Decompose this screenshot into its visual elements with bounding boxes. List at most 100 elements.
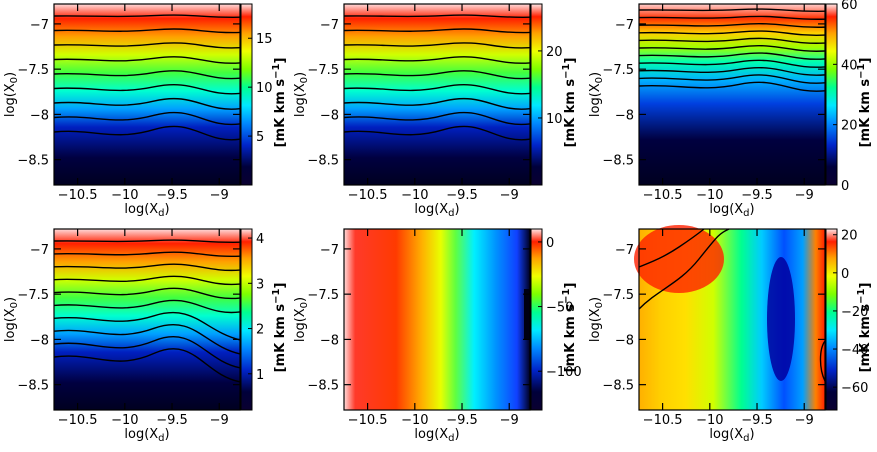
colorbar: [530, 228, 543, 411]
y-tick-label: −8: [615, 333, 634, 348]
x-tick-label: −10: [111, 413, 138, 428]
contour-line: [343, 70, 531, 80]
contour-line: [343, 97, 531, 110]
colorbar-tick-label: 10: [256, 81, 273, 96]
y-tick-label: −7: [30, 243, 49, 258]
x-tick-label: −10: [696, 188, 723, 203]
contour-line: [343, 83, 531, 95]
contour-line: [638, 23, 826, 28]
plot-frame: [53, 228, 241, 411]
y-axis-label: log(X0): [293, 72, 310, 117]
heatmap-field: [344, 4, 530, 185]
x-tick-label: −10: [401, 413, 428, 428]
y-tick-label: −8: [30, 333, 49, 348]
colorbar-label: [mK km s−1]: [271, 283, 288, 373]
contour-lines: [53, 14, 241, 141]
panel-bottom-right: −10.5 −10 −9.5 −9 −7 −7.5 −8 −8.5 log(Xd) log(X0)…: [588, 225, 873, 444]
plot-frame: [638, 228, 826, 411]
contour-line: [53, 14, 241, 18]
colorbar-tick-label: 20: [841, 229, 858, 244]
x-tick-label: −9.5: [446, 413, 478, 428]
contour-line: [638, 37, 826, 44]
colorbar-tick-label: 10: [546, 112, 563, 127]
colorbar-label: [mK km s−1]: [561, 58, 578, 148]
heatmap-field: [639, 4, 825, 185]
y-tick-label: −8.5: [17, 379, 49, 394]
y-tick-label: −8.5: [307, 379, 339, 394]
contour-line: [638, 228, 730, 310]
panel-top-right: −10.5 −10 −9.5 −9 −7 −7.5 −8 −8.5 log(Xd) log(X0)…: [588, 0, 873, 219]
colorbar-tick-label: 15: [256, 32, 273, 47]
y-tick-label: −8: [615, 108, 634, 123]
y-tick-label: −8: [320, 108, 339, 123]
contour-line: [53, 299, 241, 314]
y-tick-label: −8.5: [602, 379, 634, 394]
colorbar-tick-label: 20: [546, 45, 563, 60]
contour-lines: [638, 228, 826, 382]
contour-line: [638, 59, 826, 68]
plot-frame: [343, 228, 531, 411]
colorbar-tick-label: −20: [841, 305, 868, 320]
x-tick-label: −9.5: [741, 188, 773, 203]
y-axis-label: log(X0): [293, 297, 310, 342]
x-tick-label: −9.5: [741, 413, 773, 428]
x-axis-label: log(Xd): [414, 202, 459, 219]
colorbar-tick-label: −40: [841, 343, 868, 358]
contour-line: [53, 125, 241, 141]
contour-line: [638, 15, 826, 20]
y-axis-label: log(X0): [3, 72, 20, 117]
y-tick-label: −8: [320, 333, 339, 348]
x-tick-label: −10.5: [643, 413, 683, 428]
colorbar-tick-label: 0: [841, 267, 849, 282]
x-tick-label: −9: [795, 188, 814, 203]
contour-line: [53, 111, 241, 126]
colorbar-tick-label: 4: [256, 232, 264, 247]
panel-top-left: −10.5 −10 −9.5 −9 −7 −7.5 −8 −8.5 log(Xd) log(X0)…: [3, 3, 288, 219]
contour-line: [53, 239, 241, 243]
panel-bottom-middle: −10.5 −10 −9.5 −9 −7 −7.5 −8 −8.5 log(Xd) log(X0)…: [293, 228, 582, 444]
x-tick-label: −9: [500, 413, 519, 428]
y-tick-label: −7: [30, 18, 49, 33]
x-tick-label: −9: [500, 188, 519, 203]
y-tick-label: −7: [615, 243, 634, 258]
contour-line: [638, 228, 705, 268]
y-axis-label: log(X0): [588, 297, 605, 342]
y-tick-label: −7: [320, 243, 339, 258]
x-tick-label: −9.5: [446, 188, 478, 203]
contour-line: [53, 97, 241, 110]
x-tick-label: −10: [111, 188, 138, 203]
colorbar-tick-label: −100: [546, 365, 582, 380]
colorbar-tick-label: 1: [256, 368, 264, 383]
heatmap-field: [54, 4, 240, 185]
y-tick-label: −7.5: [602, 288, 634, 303]
contour-line: [343, 125, 531, 141]
x-tick-label: −10.5: [348, 413, 388, 428]
colorbar-label: [mK km s−1]: [856, 58, 873, 148]
contour-line: [53, 311, 241, 341]
y-tick-label: −7.5: [307, 288, 339, 303]
x-axis-label: log(Xd): [124, 427, 169, 444]
colorbar-label: [mK km s−1]: [561, 283, 578, 373]
x-tick-label: −10: [401, 188, 428, 203]
contour-line: [53, 251, 241, 258]
colorbar: [240, 228, 253, 411]
contour-line: [53, 83, 241, 95]
contour-line: [343, 42, 531, 49]
colorbar-tick-label: −60: [841, 381, 868, 396]
y-tick-label: −7.5: [602, 63, 634, 78]
colorbar-tick-label: 0: [546, 236, 554, 251]
heatmap-maximum-region: [634, 225, 724, 293]
contour-line: [819, 340, 826, 382]
y-axis-label: log(X0): [588, 72, 605, 117]
y-tick-label: −7: [320, 18, 339, 33]
colorbar-tick-label: 5: [256, 130, 264, 145]
x-tick-label: −10.5: [58, 413, 98, 428]
contour-line: [53, 42, 241, 49]
contour-line: [53, 323, 241, 355]
y-axis-label: log(X0): [3, 297, 20, 342]
heatmap-minimum-region: [524, 289, 530, 339]
plot-frame: [343, 3, 531, 186]
x-tick-label: −9.5: [156, 188, 188, 203]
x-tick-label: −10.5: [58, 188, 98, 203]
